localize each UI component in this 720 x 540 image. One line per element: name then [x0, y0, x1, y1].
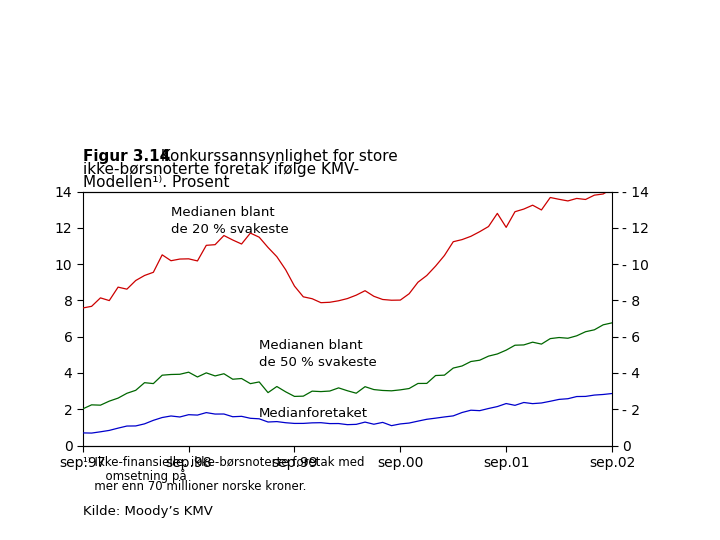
- Text: Medianen blant
de 20 % svakeste: Medianen blant de 20 % svakeste: [171, 206, 289, 236]
- Text: mer enn 70 millioner norske kroner.: mer enn 70 millioner norske kroner.: [83, 480, 306, 492]
- Text: Figur 3.14: Figur 3.14: [83, 149, 170, 164]
- Text: Konkurssannsynlighet for store: Konkurssannsynlighet for store: [151, 149, 398, 164]
- Text: omsetning på: omsetning på: [83, 469, 186, 483]
- Text: ikke-børsnoterte foretak ifølge KMV-: ikke-børsnoterte foretak ifølge KMV-: [83, 162, 359, 177]
- Text: Medianforetaket: Medianforetaket: [259, 407, 368, 420]
- Text: Kilde: Moody’s KMV: Kilde: Moody’s KMV: [83, 505, 212, 518]
- Text: Modellen¹⁾. Prosent: Modellen¹⁾. Prosent: [83, 175, 229, 190]
- Text: ¹⁾ Ikke-finansielle, ikke-børsnoterte foretak med: ¹⁾ Ikke-finansielle, ikke-børsnoterte fo…: [83, 456, 364, 469]
- Text: Medianen blant
de 50 % svakeste: Medianen blant de 50 % svakeste: [259, 339, 377, 368]
